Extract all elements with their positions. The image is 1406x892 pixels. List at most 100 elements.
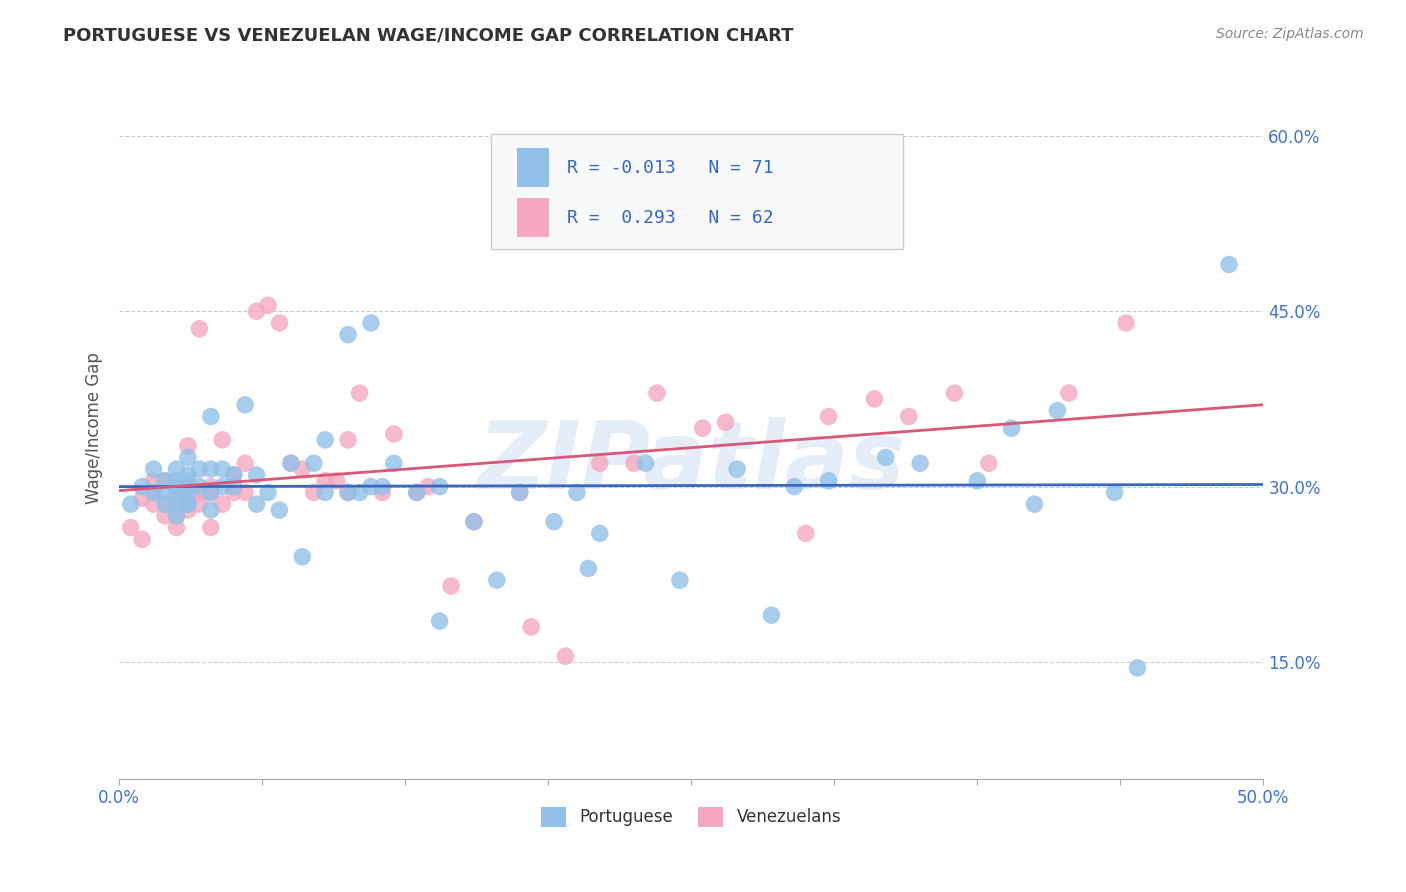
FancyBboxPatch shape <box>491 134 903 249</box>
Point <box>166 520 188 534</box>
Point <box>177 497 200 511</box>
Point <box>233 485 256 500</box>
Point <box>314 485 336 500</box>
Point <box>166 462 188 476</box>
Point <box>966 474 988 488</box>
Point <box>166 474 188 488</box>
Point <box>349 386 371 401</box>
Point <box>177 485 200 500</box>
Point <box>1218 258 1240 272</box>
Point <box>245 304 267 318</box>
Point <box>725 462 748 476</box>
Point <box>302 485 325 500</box>
Point <box>1126 661 1149 675</box>
Legend: Portuguese, Venezuelans: Portuguese, Venezuelans <box>534 800 848 834</box>
Point <box>153 485 176 500</box>
Point <box>1057 386 1080 401</box>
Point <box>166 480 188 494</box>
Point <box>177 497 200 511</box>
Point <box>188 480 211 494</box>
Text: R = -0.013   N = 71: R = -0.013 N = 71 <box>567 159 773 177</box>
Point <box>382 456 405 470</box>
Point <box>692 421 714 435</box>
Point <box>463 515 485 529</box>
Point <box>382 427 405 442</box>
Point <box>794 526 817 541</box>
Point <box>418 480 440 494</box>
Point <box>166 497 188 511</box>
Point <box>325 474 347 488</box>
Point <box>142 485 165 500</box>
Point <box>233 398 256 412</box>
Point <box>520 620 543 634</box>
Point <box>291 462 314 476</box>
Point <box>211 433 233 447</box>
Point <box>1024 497 1046 511</box>
Point <box>177 439 200 453</box>
Point <box>314 474 336 488</box>
Point <box>509 485 531 500</box>
Point <box>131 491 153 506</box>
Point <box>166 485 188 500</box>
Point <box>200 409 222 424</box>
Point <box>977 456 1000 470</box>
Point <box>634 456 657 470</box>
Point <box>166 508 188 523</box>
Point <box>211 480 233 494</box>
Point <box>177 450 200 465</box>
Point <box>269 503 291 517</box>
Point <box>142 497 165 511</box>
Point <box>166 508 188 523</box>
Point <box>429 614 451 628</box>
Point <box>314 433 336 447</box>
Point <box>337 433 360 447</box>
Point <box>714 415 737 429</box>
Point <box>200 520 222 534</box>
Point <box>120 520 142 534</box>
Point <box>863 392 886 406</box>
Point <box>1001 421 1024 435</box>
Point <box>280 456 302 470</box>
FancyBboxPatch shape <box>517 198 550 236</box>
Point <box>761 608 783 623</box>
Point <box>623 456 645 470</box>
Point <box>1046 403 1069 417</box>
Point <box>509 485 531 500</box>
Point <box>166 480 188 494</box>
Point <box>153 474 176 488</box>
Point <box>211 497 233 511</box>
Point <box>233 456 256 470</box>
Point <box>211 462 233 476</box>
Point <box>405 485 427 500</box>
Point <box>257 485 280 500</box>
Point <box>200 485 222 500</box>
Text: R =  0.293   N = 62: R = 0.293 N = 62 <box>567 209 773 227</box>
Point <box>200 462 222 476</box>
Point <box>166 497 188 511</box>
Point <box>337 485 360 500</box>
Point <box>188 485 211 500</box>
Point <box>302 456 325 470</box>
Point <box>463 515 485 529</box>
Point <box>589 456 612 470</box>
Point <box>153 508 176 523</box>
Point <box>222 480 245 494</box>
Point <box>280 456 302 470</box>
Text: PORTUGUESE VS VENEZUELAN WAGE/INCOME GAP CORRELATION CHART: PORTUGUESE VS VENEZUELAN WAGE/INCOME GAP… <box>63 27 794 45</box>
Point <box>1104 485 1126 500</box>
Point <box>576 561 599 575</box>
Point <box>200 480 222 494</box>
Point <box>257 298 280 312</box>
Point <box>405 485 427 500</box>
Point <box>120 497 142 511</box>
Point <box>543 515 565 529</box>
Point <box>908 456 931 470</box>
Point <box>222 467 245 482</box>
Point <box>875 450 897 465</box>
Point <box>565 485 588 500</box>
Point <box>1115 316 1137 330</box>
Text: Source: ZipAtlas.com: Source: ZipAtlas.com <box>1216 27 1364 41</box>
Point <box>440 579 463 593</box>
Text: ZIPatlas: ZIPatlas <box>477 417 905 509</box>
Point <box>943 386 966 401</box>
